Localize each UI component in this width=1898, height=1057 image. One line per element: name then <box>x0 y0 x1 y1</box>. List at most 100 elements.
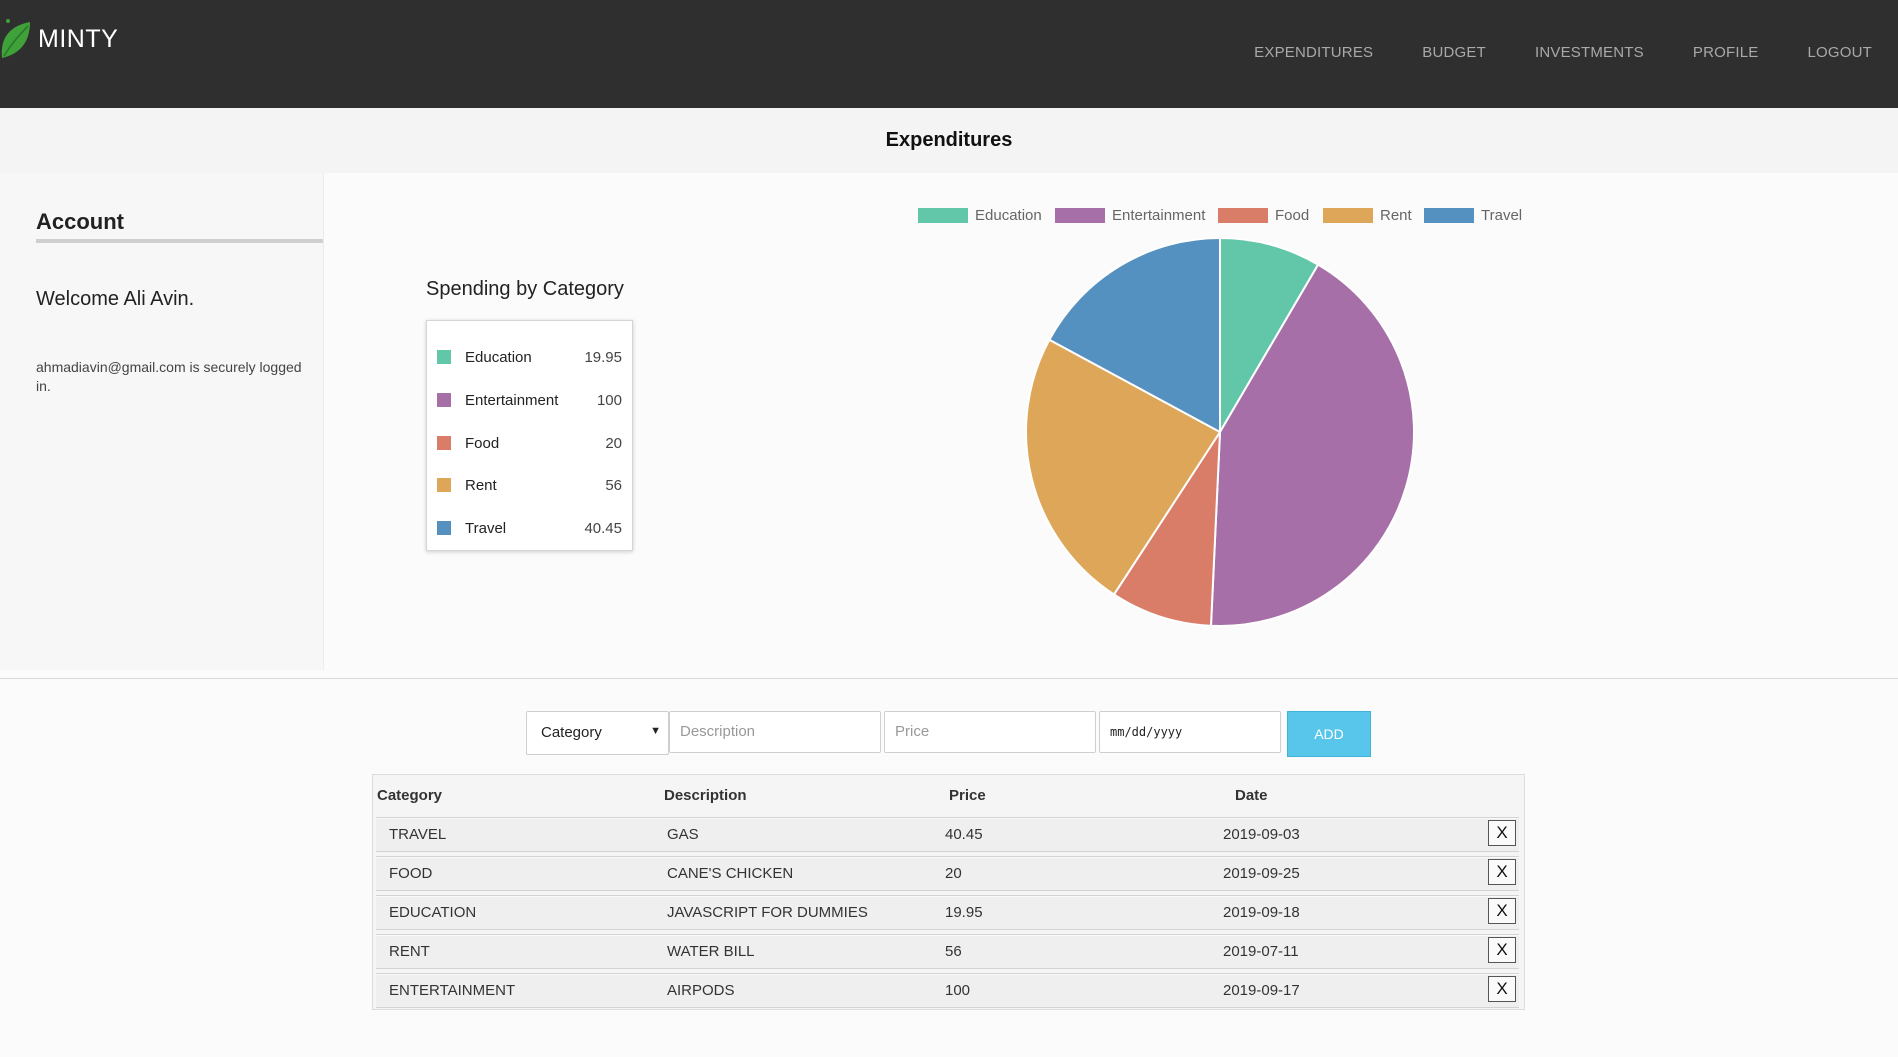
table-row: TRAVEL GAS 40.45 2019-09-03 X <box>376 817 1519 852</box>
cell-date: 2019-09-03 <box>1223 826 1300 843</box>
expenditures-table: Category Description Price Date TRAVEL G… <box>372 774 1525 1010</box>
cell-description: GAS <box>667 826 699 843</box>
education-swatch <box>437 350 451 364</box>
legend-label: Entertainment <box>1112 207 1206 224</box>
category-select-label: Category <box>541 724 602 741</box>
delete-row-button[interactable]: X <box>1488 820 1516 846</box>
category-select[interactable]: Category ▼ <box>526 711 669 755</box>
spending-value: 40.45 <box>584 519 622 537</box>
cell-category: EDUCATION <box>389 904 477 921</box>
header-price: Price <box>949 787 986 804</box>
table-row: ENTERTAINMENT AIRPODS 100 2019-09-17 X <box>376 973 1519 1008</box>
spending-summary-card: Education 19.95 Entertainment 100 Food 2… <box>426 320 633 551</box>
spending-row-entertainment: Entertainment 100 <box>427 390 632 410</box>
account-heading: Account <box>36 209 323 243</box>
description-input[interactable]: Description <box>669 711 881 753</box>
spending-pie-chart: Education Entertainment Food Rent Travel <box>918 207 1522 627</box>
legend-label: Food <box>1275 207 1309 224</box>
spending-name: Entertainment <box>465 391 559 409</box>
cell-description: AIRPODS <box>667 982 735 999</box>
date-input[interactable]: mm/dd/yyyy <box>1099 711 1281 753</box>
brand[interactable]: MINTY <box>0 14 118 64</box>
spending-value: 56 <box>605 476 622 494</box>
entertainment-swatch <box>437 393 451 407</box>
brand-name: MINTY <box>38 24 119 53</box>
spending-heading: Spending by Category <box>426 278 624 300</box>
cell-date: 2019-07-11 <box>1223 943 1299 960</box>
spending-value: 20 <box>605 434 622 452</box>
travel-swatch <box>437 521 451 535</box>
delete-row-button[interactable]: X <box>1488 937 1516 963</box>
pie-slice-education[interactable] <box>1219 236 1320 436</box>
spending-name: Travel <box>465 519 507 537</box>
cell-category: TRAVEL <box>389 826 447 843</box>
pie-slice-rent[interactable] <box>1025 338 1222 596</box>
login-status: ahmadiavin@gmail.com is securely logged … <box>36 359 302 394</box>
spending-row-travel: Travel 40.45 <box>427 518 632 538</box>
legend-label: Education <box>975 207 1042 224</box>
spending-row-food: Food 20 <box>427 433 632 453</box>
welcome-message: Welcome Ali Avin. <box>36 288 195 310</box>
page-title-band: Expenditures <box>0 108 1898 173</box>
table-row: EDUCATION JAVASCRIPT FOR DUMMIES 19.95 2… <box>376 895 1519 930</box>
food-swatch <box>437 436 451 450</box>
legend-swatch <box>1424 208 1474 223</box>
legend-label: Travel <box>1481 207 1522 224</box>
cell-price: 56 <box>945 943 962 960</box>
legend-swatch <box>1323 208 1373 223</box>
legend-item-education[interactable]: Education <box>918 207 1042 224</box>
nav-expenditures[interactable]: EXPENDITURES <box>1254 44 1374 61</box>
page-title: Expenditures <box>885 129 1013 151</box>
top-navbar: MINTY EXPENDITURES BUDGET INVESTMENTS PR… <box>0 0 1898 108</box>
spending-value: 19.95 <box>584 348 622 366</box>
spending-row-education: Education 19.95 <box>427 347 632 367</box>
cell-category: FOOD <box>389 865 433 882</box>
nav-logout[interactable]: LOGOUT <box>1807 44 1872 61</box>
header-description: Description <box>664 787 747 804</box>
delete-row-button[interactable]: X <box>1488 976 1516 1002</box>
rent-swatch <box>437 478 451 492</box>
cell-description: JAVASCRIPT FOR DUMMIES <box>667 904 868 921</box>
section-divider <box>0 678 1898 679</box>
leaf-logo-icon <box>1 19 31 58</box>
header-date: Date <box>1235 787 1268 804</box>
header-category: Category <box>377 787 443 804</box>
nav-links: EXPENDITURES BUDGET INVESTMENTS PROFILE … <box>1205 44 1872 61</box>
table-row: RENT WATER BILL 56 2019-07-11 X <box>376 934 1519 969</box>
legend-item-rent[interactable]: Rent <box>1323 207 1413 224</box>
table-row: FOOD CANE'S CHICKEN 20 2019-09-25 X <box>376 856 1519 891</box>
cell-date: 2019-09-25 <box>1223 865 1300 882</box>
cell-category: RENT <box>389 943 430 960</box>
price-input[interactable]: Price <box>884 711 1096 753</box>
nav-profile[interactable]: PROFILE <box>1692 44 1759 61</box>
add-button[interactable]: ADD <box>1287 711 1371 757</box>
cell-date: 2019-09-18 <box>1223 904 1300 921</box>
cell-price: 100 <box>945 982 971 999</box>
spending-row-rent: Rent 56 <box>427 475 632 495</box>
spending-value: 100 <box>596 391 622 409</box>
pie-slice-food[interactable] <box>1112 428 1222 627</box>
nav-investments[interactable]: INVESTMENTS <box>1534 44 1644 61</box>
legend-item-food[interactable]: Food <box>1218 207 1309 224</box>
cell-price: 20 <box>945 865 962 882</box>
cell-date: 2019-09-17 <box>1223 982 1300 999</box>
cell-price: 40.45 <box>945 826 983 843</box>
cell-category: ENTERTAINMENT <box>389 982 516 999</box>
legend-swatch <box>1055 208 1105 223</box>
delete-row-button[interactable]: X <box>1488 898 1516 924</box>
account-sidebar: Account Welcome Ali Avin. ahmadiavin@gma… <box>0 173 324 670</box>
cell-description: CANE'S CHICKEN <box>667 865 794 882</box>
spending-name: Food <box>465 434 500 452</box>
pie-slice-travel[interactable] <box>1047 236 1221 434</box>
cell-price: 19.95 <box>945 904 983 921</box>
nav-budget[interactable]: BUDGET <box>1422 44 1486 61</box>
legend-swatch <box>1218 208 1268 223</box>
legend-label: Rent <box>1380 207 1413 224</box>
chevron-down-icon: ▼ <box>650 725 661 737</box>
delete-row-button[interactable]: X <box>1488 859 1516 885</box>
pie-slice-entertainment[interactable] <box>1209 263 1415 627</box>
legend-item-entertainment[interactable]: Entertainment <box>1055 207 1206 224</box>
table-header: Category Description Price Date <box>373 775 1524 815</box>
spending-name: Education <box>465 348 532 366</box>
legend-item-travel[interactable]: Travel <box>1424 207 1522 224</box>
